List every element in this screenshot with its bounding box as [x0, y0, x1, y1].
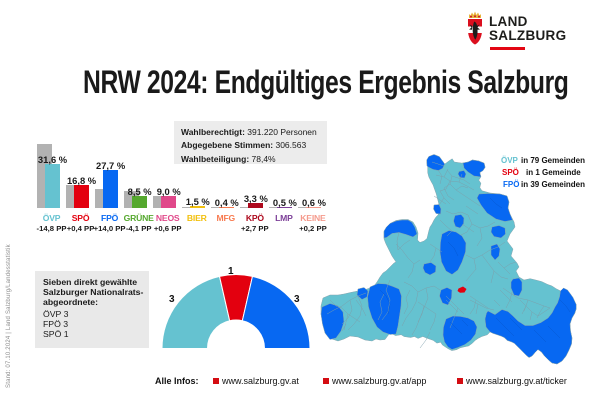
svg-text:1: 1 — [228, 266, 234, 277]
svg-text:3: 3 — [294, 294, 300, 305]
svg-text:3: 3 — [169, 294, 175, 305]
